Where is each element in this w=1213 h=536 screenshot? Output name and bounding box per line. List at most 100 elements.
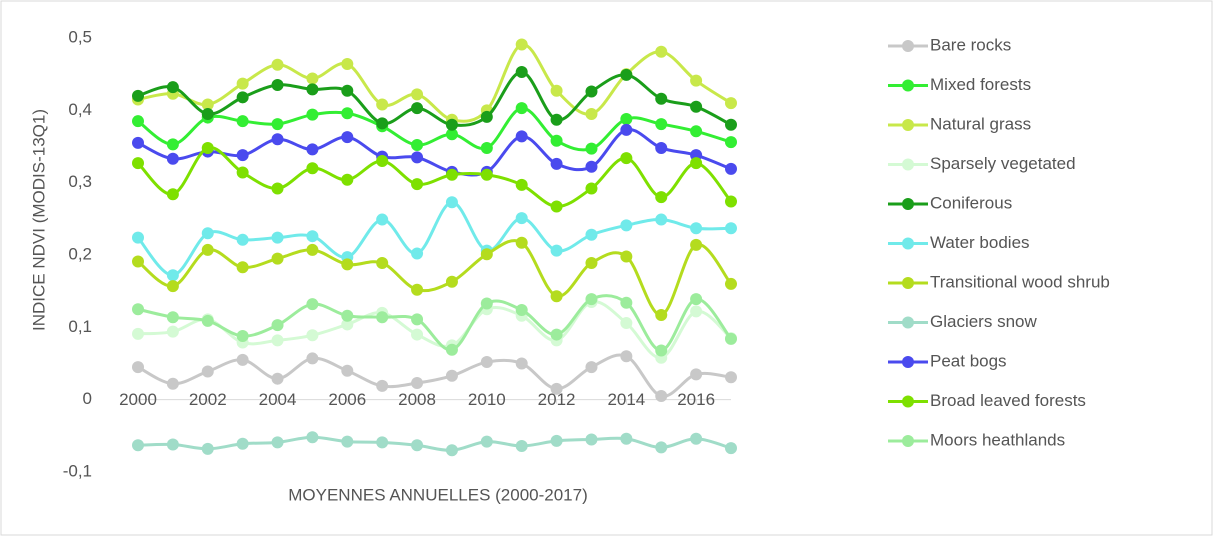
data-point xyxy=(411,283,424,296)
data-point xyxy=(236,77,249,90)
data-point xyxy=(411,102,424,115)
data-point xyxy=(515,38,528,51)
data-point xyxy=(166,377,179,390)
legend-label: Water bodies xyxy=(930,233,1030,252)
data-point xyxy=(690,222,703,235)
data-point xyxy=(166,280,179,293)
data-point xyxy=(236,91,249,104)
data-point xyxy=(620,432,633,445)
y-tick-label: 0,3 xyxy=(68,172,92,191)
data-point xyxy=(341,58,354,71)
data-point xyxy=(585,228,598,241)
data-point xyxy=(655,309,668,322)
data-point xyxy=(445,196,458,209)
data-point xyxy=(620,123,633,136)
data-point xyxy=(306,329,319,342)
x-axis-title: MOYENNES ANNUELLES (2000-2017) xyxy=(288,485,588,504)
data-point xyxy=(341,107,354,120)
data-point xyxy=(306,83,319,96)
data-point xyxy=(725,222,737,235)
legend-swatch-marker xyxy=(902,40,914,52)
data-point xyxy=(132,115,144,128)
data-point xyxy=(655,92,668,105)
x-tick-label: 2000 xyxy=(119,390,157,409)
data-point xyxy=(690,305,703,318)
data-point xyxy=(480,297,493,310)
data-point xyxy=(271,231,284,244)
legend-label: Coniferous xyxy=(930,193,1012,212)
data-point xyxy=(655,118,668,131)
data-point xyxy=(132,303,144,316)
data-point xyxy=(725,118,737,131)
data-point xyxy=(411,151,424,164)
data-point xyxy=(585,85,598,98)
y-tick-label: 0 xyxy=(83,389,92,408)
data-point xyxy=(550,382,563,395)
data-point xyxy=(306,243,319,256)
data-point xyxy=(411,247,424,260)
data-point xyxy=(411,439,424,452)
data-point xyxy=(411,313,424,326)
data-point xyxy=(201,98,214,111)
data-point xyxy=(620,113,633,126)
data-point xyxy=(585,107,598,120)
data-point xyxy=(306,230,319,243)
data-point xyxy=(550,84,563,97)
legend-swatch-marker xyxy=(902,79,914,92)
data-point xyxy=(376,154,389,167)
data-point xyxy=(236,261,249,274)
data-point xyxy=(341,258,354,271)
legend-swatch-marker xyxy=(902,356,914,368)
data-point xyxy=(271,436,284,449)
data-point xyxy=(376,213,389,226)
data-point xyxy=(411,88,424,101)
data-point xyxy=(341,364,354,377)
data-point xyxy=(725,442,737,455)
data-point xyxy=(306,431,319,444)
x-tick-label: 2004 xyxy=(259,390,297,409)
data-point xyxy=(236,330,249,343)
data-point xyxy=(725,332,737,345)
data-point xyxy=(655,213,668,226)
x-tick-label: 2016 xyxy=(677,390,715,409)
data-point xyxy=(376,256,389,269)
data-point xyxy=(445,275,458,288)
data-point xyxy=(445,128,458,141)
data-point xyxy=(585,142,598,155)
data-point xyxy=(201,314,214,327)
data-point xyxy=(341,309,354,322)
data-point xyxy=(655,390,668,403)
data-point xyxy=(411,139,424,152)
data-point xyxy=(132,439,144,452)
data-point xyxy=(201,107,214,120)
data-point xyxy=(550,113,563,126)
data-point xyxy=(620,219,633,232)
data-point xyxy=(132,231,144,244)
y-tick-label: -0,1 xyxy=(63,461,92,480)
legend-label: Broad leaved forests xyxy=(930,391,1086,410)
data-point xyxy=(166,81,179,94)
data-point xyxy=(515,178,528,191)
y-axis-title: INDICE NDVI (MODIS-13Q1) xyxy=(29,109,48,331)
data-point xyxy=(480,110,493,123)
data-point xyxy=(725,277,737,290)
legend-label: Glaciers snow xyxy=(930,312,1037,331)
data-point xyxy=(655,141,668,154)
data-point xyxy=(515,212,528,225)
data-point xyxy=(655,441,668,454)
data-point xyxy=(236,149,249,162)
data-point xyxy=(411,377,424,390)
data-point xyxy=(271,372,284,385)
data-point xyxy=(655,45,668,58)
legend-swatch-marker xyxy=(902,119,914,131)
y-tick-label: 0,2 xyxy=(68,244,92,263)
data-point xyxy=(271,252,284,265)
data-point xyxy=(515,130,528,143)
y-tick-label: 0,5 xyxy=(68,27,92,46)
data-point xyxy=(341,435,354,448)
legend-label: Moors heathlands xyxy=(930,430,1065,449)
data-point xyxy=(201,243,214,256)
data-point xyxy=(655,344,668,357)
data-point xyxy=(725,97,737,110)
data-point xyxy=(166,269,179,282)
